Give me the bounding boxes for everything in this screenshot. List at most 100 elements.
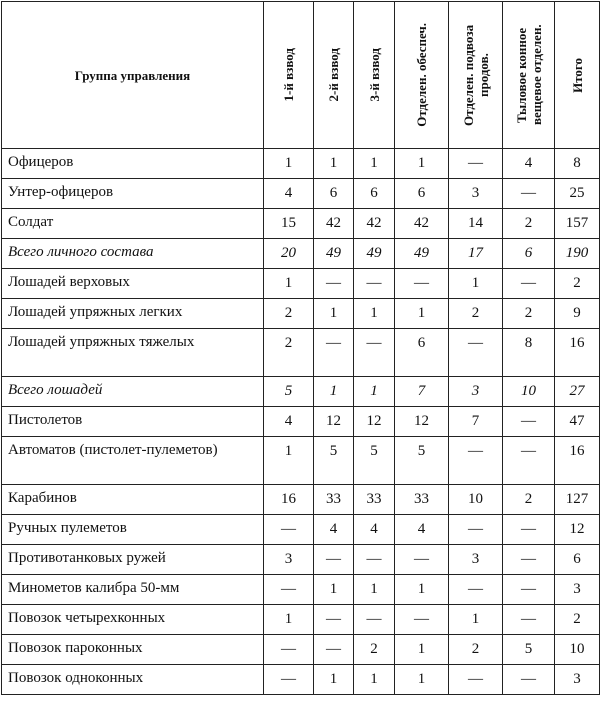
table-cell: 1 — [313, 298, 354, 329]
table-cell: 16 — [554, 436, 600, 485]
table-cell: — — [502, 514, 555, 545]
table-cell: — — [394, 604, 449, 635]
table-cell: 25 — [554, 178, 600, 209]
table-cell: 1 — [313, 148, 354, 179]
row-label: Офицеров — [1, 148, 264, 179]
column-header-text: Отделен. обеспеч. — [414, 23, 429, 127]
table-cell: — — [263, 514, 314, 545]
table-cell: — — [313, 268, 354, 299]
column-header-text: Итого — [569, 57, 585, 93]
table-cell: 1 — [353, 574, 395, 605]
table-row: Лошадей упряжных легких 2 1 1 1 2 2 9 — [1, 298, 600, 329]
table-cell: 190 — [554, 238, 600, 269]
table-cell: 12 — [353, 406, 395, 437]
table-cell: — — [502, 664, 555, 695]
table-cell: 14 — [448, 208, 503, 239]
table-cell: — — [263, 574, 314, 605]
table-cell: 3 — [448, 178, 503, 209]
table-cell: 4 — [263, 406, 314, 437]
table-cell: 1 — [448, 604, 503, 635]
column-header: Итого — [554, 1, 600, 149]
table-cell: — — [502, 604, 555, 635]
table-cell: — — [448, 148, 503, 179]
table-cell: 12 — [554, 514, 600, 545]
table-row: Автоматов (пистолет-пулеметов) 1 5 5 5— —16 — [1, 436, 600, 485]
table-cell: 1 — [353, 148, 395, 179]
row-label: Минометов калибра 50-мм — [1, 574, 264, 605]
table-row: Повозок пароконных — —2 1 2 5 10 — [1, 634, 600, 665]
row-label: Лошадей упряжных легких — [1, 298, 264, 329]
document-page: Группа управления 1-й взвод 2-й взвод 3-й в… — [0, 1, 600, 695]
table-cell: — — [313, 604, 354, 635]
table-cell: — — [353, 328, 395, 377]
table-cell: 3 — [554, 664, 600, 695]
column-header: Отделен. подвоза продов. — [448, 1, 503, 149]
table-cell: — — [502, 268, 555, 299]
table-row: Унтер-офицеров 4 6 6 6 3—25 — [1, 178, 600, 209]
table-row: Солдат 15 42 42 42 14 2 157 — [1, 208, 600, 239]
table-cell: 1 — [394, 298, 449, 329]
table-cell: 127 — [554, 484, 600, 515]
column-header-text: 1-й взвод — [281, 48, 296, 102]
table-cell: — — [394, 544, 449, 575]
table-cell: 4 — [502, 148, 555, 179]
table-cell: 27 — [554, 376, 600, 407]
column-header-text: Тыловое конное вещевое отделен. — [513, 24, 544, 126]
table-cell: 6 — [502, 238, 555, 269]
column-header: 1-й взвод — [263, 1, 314, 149]
table-cell: — — [263, 664, 314, 695]
table-cell: 2 — [353, 634, 395, 665]
table-cell: 1 — [448, 268, 503, 299]
row-label: Лошадей упряжных тяжелых — [1, 328, 264, 377]
table-cell: — — [313, 634, 354, 665]
table-cell: — — [448, 328, 503, 377]
table-cell: 1 — [263, 436, 314, 485]
column-header: Тыловое конное вещевое отделен. — [502, 1, 555, 149]
table-cell: — — [448, 514, 503, 545]
column-header-text: Отделен. подвоза продов. — [460, 24, 491, 126]
table-cell: 33 — [313, 484, 354, 515]
table-cell: 6 — [353, 178, 395, 209]
table-cell: 1 — [263, 148, 314, 179]
table-cell: 33 — [353, 484, 395, 515]
table-cell: 4 — [263, 178, 314, 209]
table-cell: 16 — [554, 328, 600, 377]
table-cell: 42 — [394, 208, 449, 239]
table-cell: 6 — [554, 544, 600, 575]
table-cell: — — [353, 604, 395, 635]
table-cell: — — [448, 664, 503, 695]
table-cell: — — [353, 544, 395, 575]
table-cell: 7 — [448, 406, 503, 437]
table-cell: 4 — [394, 514, 449, 545]
table-cell: 16 — [263, 484, 314, 515]
table-cell: 2 — [263, 298, 314, 329]
table-cell: 4 — [353, 514, 395, 545]
table-row: Повозок одноконных —1 1 1— —3 — [1, 664, 600, 695]
column-header-text: 2-й взвод — [326, 48, 341, 102]
column-header: 2-й взвод — [313, 1, 354, 149]
row-label: Лошадей верховых — [1, 268, 264, 299]
table-cell: — — [502, 574, 555, 605]
table-cell: 33 — [394, 484, 449, 515]
table-cell: — — [448, 436, 503, 485]
table-cell: 3 — [448, 544, 503, 575]
table-cell: 1 — [263, 268, 314, 299]
row-label: Всего личного состава — [1, 238, 264, 269]
personnel-table: Группа управления 1-й взвод 2-й взвод 3-й в… — [1, 1, 600, 695]
table-cell: — — [502, 178, 555, 209]
table-cell: 47 — [554, 406, 600, 437]
table-row: Повозок четырехконных 1— — —1—2 — [1, 604, 600, 635]
table-cell: 5 — [502, 634, 555, 665]
table-cell: 1 — [313, 574, 354, 605]
table-cell: 3 — [263, 544, 314, 575]
table-cell: 5 — [313, 436, 354, 485]
table-row: Всего личного состава 20 49 49 49 17 6 190 — [1, 238, 600, 269]
header-row: Группа управления 1-й взвод 2-й взвод 3-й в… — [1, 1, 600, 149]
row-label: Солдат — [1, 208, 264, 239]
table-cell: — — [502, 544, 555, 575]
table-cell: 1 — [313, 376, 354, 407]
row-label: Всего лошадей — [1, 376, 264, 407]
table-cell: 1 — [353, 664, 395, 695]
table-cell: — — [353, 268, 395, 299]
table-cell: 1 — [394, 634, 449, 665]
